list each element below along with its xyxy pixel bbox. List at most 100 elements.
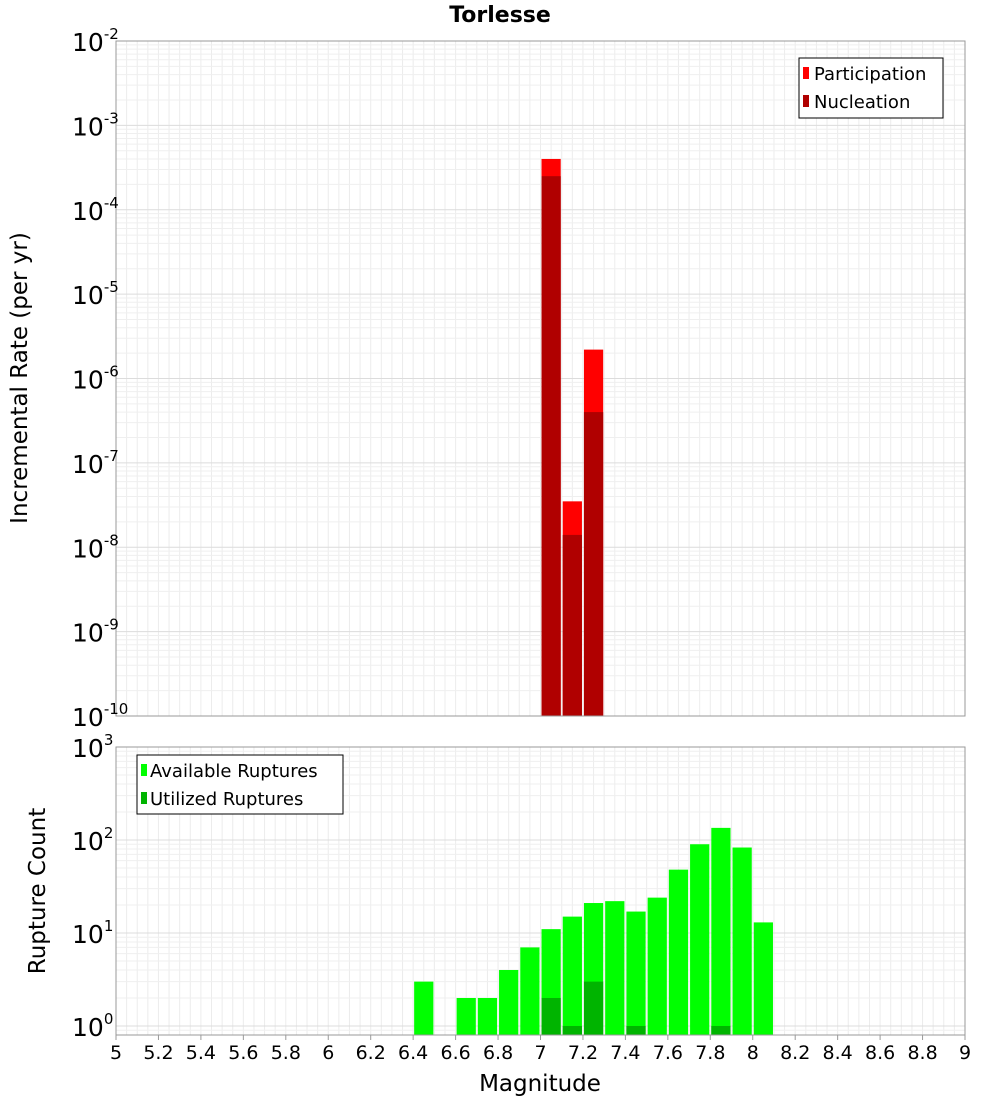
rate-y-tick-exp: -10 xyxy=(104,700,129,718)
rate-y-tick-label: 10-6 xyxy=(72,363,119,395)
available-legend-swatch xyxy=(141,764,147,776)
rate-y-axis-label: Incremental Rate (per yr) xyxy=(7,232,33,524)
count-bar-utilized-ruptures xyxy=(541,997,561,1035)
rate-y-tick-label: 10-2 xyxy=(72,25,119,57)
rate-y-tick-base: 10 xyxy=(72,703,104,732)
x-tick-label: 6.4 xyxy=(398,1042,428,1064)
count-y-tick-base: 10 xyxy=(72,920,104,949)
count-y-tick-exp: 3 xyxy=(104,731,114,749)
rate-y-tick-label: 10-5 xyxy=(72,278,119,310)
count-y-tick-exp: 0 xyxy=(104,1010,114,1028)
rate-legend-box xyxy=(798,57,944,119)
count-bar-available-ruptures xyxy=(753,922,773,1035)
count-y-tick-base: 10 xyxy=(72,827,104,856)
count-bar-available-ruptures xyxy=(477,997,498,1035)
rate-y-tick-base: 10 xyxy=(72,28,104,57)
count-bar-available-ruptures xyxy=(520,947,540,1035)
rate-y-tick-exp: -6 xyxy=(104,363,119,381)
rate-y-tick-base: 10 xyxy=(72,534,104,563)
rate-y-ticks: 10-210-310-410-510-610-710-810-910-10 xyxy=(72,25,128,732)
rate-y-tick-exp: -7 xyxy=(104,447,119,465)
rate-bars xyxy=(541,158,604,717)
rate-y-tick-exp: -3 xyxy=(104,109,119,127)
count-y-axis-label: Rupture Count xyxy=(25,808,51,974)
available-legend-label: Available Ruptures xyxy=(150,761,318,782)
count-bar-available-ruptures xyxy=(605,901,625,1035)
count-bar-available-ruptures xyxy=(414,981,434,1035)
count-bar-available-ruptures xyxy=(626,911,646,1035)
utilized-legend-swatch xyxy=(141,792,147,804)
x-tick-label: 6.6 xyxy=(440,1042,470,1064)
rate-y-tick-label: 10-9 xyxy=(72,616,119,648)
count-y-tick-base: 10 xyxy=(72,734,104,763)
x-tick-label: 8.4 xyxy=(823,1042,853,1064)
count-bar-available-ruptures xyxy=(711,827,731,1035)
count-y-tick-exp: 1 xyxy=(104,917,114,935)
rate-y-tick-label: 10-3 xyxy=(72,109,119,141)
count-bar-utilized-ruptures xyxy=(711,1025,731,1035)
x-tick-label: 8.2 xyxy=(780,1042,810,1064)
count-bar-available-ruptures xyxy=(668,869,689,1035)
rate-y-tick-exp: -9 xyxy=(104,616,119,634)
count-bar-utilized-ruptures xyxy=(583,981,604,1035)
count-bar-utilized-ruptures xyxy=(626,1025,646,1035)
count-y-tick-label: 103 xyxy=(72,731,113,763)
rate-y-tick-exp: -4 xyxy=(104,194,119,212)
participation-legend-label: Participation xyxy=(814,64,926,85)
count-y-tick-label: 100 xyxy=(72,1010,113,1042)
count-y-tick-label: 101 xyxy=(72,917,113,949)
rate-y-tick-label: 10-10 xyxy=(72,700,128,732)
rate-y-tick-label: 10-8 xyxy=(72,531,119,563)
incremental-rate-panel: 10-210-310-410-510-610-710-810-910-10 In… xyxy=(7,25,966,732)
count-y-tick-base: 10 xyxy=(72,1013,104,1042)
x-tick-label: 6 xyxy=(322,1042,334,1064)
count-legend-box xyxy=(136,754,344,815)
x-axis-label: Magnitude xyxy=(479,1071,601,1097)
count-legend: Available Ruptures Utilized Ruptures xyxy=(136,754,344,815)
count-bar-available-ruptures xyxy=(456,997,476,1035)
x-tick-label: 5.8 xyxy=(271,1042,301,1064)
count-bar-available-ruptures xyxy=(690,844,710,1035)
utilized-legend-label: Utilized Ruptures xyxy=(150,789,303,810)
rate-y-tick-label: 10-4 xyxy=(72,194,119,226)
rate-y-tick-exp: -8 xyxy=(104,531,119,549)
rate-plot-frame xyxy=(115,40,966,717)
count-bar-available-ruptures xyxy=(562,916,582,1035)
chart-title: Torlesse xyxy=(449,3,551,28)
rate-bar-nucleation xyxy=(541,176,561,716)
x-tick-label: 7.6 xyxy=(653,1042,683,1064)
x-tick-label: 5.6 xyxy=(228,1042,258,1064)
x-tick-label: 7.4 xyxy=(610,1042,640,1064)
count-bar-available-ruptures xyxy=(499,969,519,1035)
rate-grid xyxy=(115,40,966,717)
rate-bar-nucleation xyxy=(562,534,582,716)
x-tick-label: 7 xyxy=(534,1042,546,1064)
x-tick-label: 9 xyxy=(959,1042,971,1064)
rate-y-tick-base: 10 xyxy=(72,366,104,395)
rate-y-tick-exp: -2 xyxy=(104,25,119,43)
x-tick-label: 7.8 xyxy=(695,1042,725,1064)
count-bar-available-ruptures xyxy=(732,847,752,1035)
x-tick-label: 5.2 xyxy=(143,1042,173,1064)
x-tick-label: 6.8 xyxy=(483,1042,513,1064)
rate-y-tick-exp: -5 xyxy=(104,278,119,296)
x-tick-label: 5.4 xyxy=(186,1042,216,1064)
count-grid xyxy=(115,746,966,1036)
participation-legend-swatch xyxy=(803,67,809,79)
rate-y-tick-base: 10 xyxy=(72,197,104,226)
count-y-tick-label: 102 xyxy=(72,824,113,856)
x-tick-label: 6.2 xyxy=(356,1042,386,1064)
nucleation-legend-label: Nucleation xyxy=(814,92,910,113)
rate-y-tick-label: 10-7 xyxy=(72,447,119,479)
x-tick-label: 8.8 xyxy=(907,1042,937,1064)
rate-bar-nucleation xyxy=(583,412,604,716)
count-bar-utilized-ruptures xyxy=(562,1025,582,1035)
x-tick-label: 5 xyxy=(110,1042,122,1064)
rate-y-tick-base: 10 xyxy=(72,281,104,310)
count-bars xyxy=(414,827,773,1035)
count-y-tick-exp: 2 xyxy=(104,824,114,842)
rate-legend: Participation Nucleation xyxy=(798,57,944,119)
